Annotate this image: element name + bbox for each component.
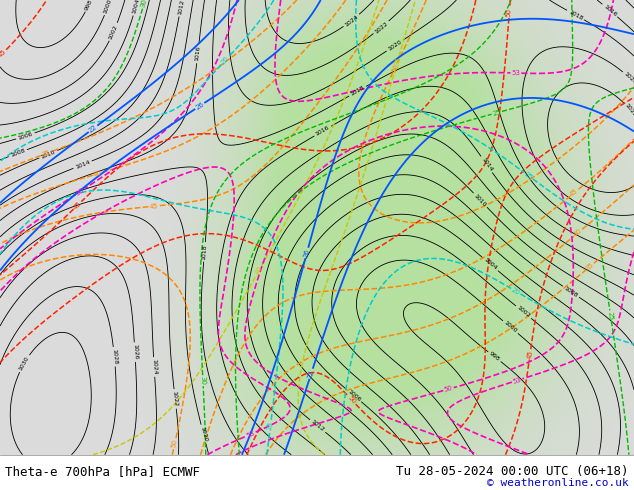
- Text: 1008: 1008: [563, 285, 579, 298]
- Text: 1012: 1012: [177, 0, 185, 15]
- Text: 25: 25: [607, 311, 614, 320]
- Text: 45: 45: [72, 200, 82, 211]
- Text: 1024: 1024: [151, 359, 157, 375]
- Text: 25: 25: [492, 109, 501, 117]
- Text: 25: 25: [267, 420, 274, 430]
- Text: 1016: 1016: [195, 46, 201, 62]
- Text: 20: 20: [510, 286, 521, 296]
- Text: 1024: 1024: [344, 14, 359, 27]
- Text: 1002: 1002: [516, 305, 531, 319]
- Text: 50: 50: [443, 385, 453, 393]
- Text: 40: 40: [573, 227, 583, 238]
- Text: 22: 22: [307, 368, 315, 379]
- Text: 45: 45: [526, 350, 534, 359]
- Text: 1004: 1004: [483, 257, 498, 271]
- Text: 1004: 1004: [131, 0, 141, 14]
- Text: 50: 50: [347, 395, 357, 405]
- Text: Theta-e 700hPa [hPa] ECMWF: Theta-e 700hPa [hPa] ECMWF: [5, 465, 200, 478]
- Text: 1014: 1014: [480, 157, 493, 172]
- Text: 1020: 1020: [199, 426, 208, 442]
- Text: 1016: 1016: [602, 3, 618, 18]
- Text: 1008: 1008: [10, 148, 26, 158]
- Text: 1006: 1006: [17, 131, 34, 141]
- Text: 1026: 1026: [132, 344, 138, 360]
- Text: 22: 22: [87, 124, 98, 134]
- Text: 1022: 1022: [172, 391, 179, 407]
- Text: 26: 26: [303, 248, 311, 258]
- Text: 40: 40: [254, 265, 264, 275]
- Text: 26: 26: [195, 101, 205, 111]
- Text: 50: 50: [75, 187, 86, 196]
- Text: 1018: 1018: [202, 244, 207, 260]
- Text: 45: 45: [149, 203, 158, 210]
- Text: 1000: 1000: [503, 320, 518, 334]
- Text: 1010: 1010: [40, 149, 56, 159]
- Text: 35: 35: [393, 56, 401, 67]
- Text: 1028: 1028: [111, 349, 117, 365]
- Text: Tu 28-05-2024 00:00 UTC (06+18): Tu 28-05-2024 00:00 UTC (06+18): [396, 465, 629, 478]
- Text: 53: 53: [512, 376, 522, 385]
- Text: 998: 998: [84, 0, 94, 11]
- Text: 30: 30: [200, 376, 206, 385]
- Text: 1014: 1014: [74, 159, 91, 170]
- Text: 35: 35: [41, 149, 51, 158]
- Text: 35: 35: [585, 262, 595, 272]
- Text: 50: 50: [391, 62, 400, 73]
- Text: 1020: 1020: [623, 72, 634, 86]
- Text: 50: 50: [506, 8, 513, 17]
- Text: 20: 20: [219, 55, 230, 66]
- Text: 1030: 1030: [18, 355, 30, 371]
- Text: 53: 53: [512, 70, 521, 76]
- Text: 1010: 1010: [473, 193, 488, 207]
- Text: 1022: 1022: [373, 21, 389, 34]
- Text: 53: 53: [245, 430, 256, 439]
- Text: 1022: 1022: [623, 103, 634, 118]
- Text: 25: 25: [523, 171, 534, 181]
- Text: 998: 998: [488, 351, 501, 362]
- Text: 1018: 1018: [567, 9, 583, 21]
- Text: 1016: 1016: [315, 125, 331, 137]
- Text: 45: 45: [569, 188, 579, 198]
- Text: 30: 30: [140, 0, 148, 9]
- Text: 1020: 1020: [387, 39, 403, 52]
- Text: 1000: 1000: [103, 0, 113, 14]
- Text: 45: 45: [0, 49, 8, 59]
- Text: 1012: 1012: [310, 419, 325, 433]
- Text: 1006: 1006: [346, 389, 361, 402]
- Text: 1002: 1002: [108, 24, 119, 40]
- Text: 1018: 1018: [349, 85, 366, 97]
- Text: © weatheronline.co.uk: © weatheronline.co.uk: [487, 478, 629, 488]
- Text: 40: 40: [93, 170, 103, 178]
- Text: 50: 50: [171, 439, 179, 448]
